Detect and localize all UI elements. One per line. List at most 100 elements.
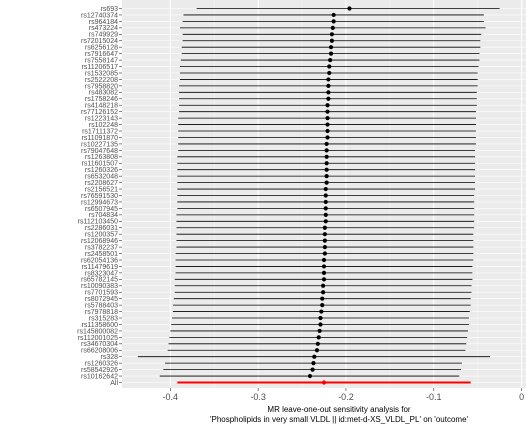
snp-estimate-point [325,103,330,108]
y-tick-label-snp: rs328 [100,354,118,361]
y-tick-label-snp: rs11206517 [82,64,119,71]
snp-estimate-point [324,180,329,185]
y-tick-label-snp: rs4148218 [85,103,118,110]
x-tick-label: 0 [519,392,524,402]
snp-estimate-point [323,193,328,198]
snp-estimate-point [315,341,320,346]
y-tick-label-snp: rs145800082 [77,328,118,335]
snp-estimate-point [310,367,315,372]
y-tick-label-snp: rs7958820 [85,83,118,90]
snp-estimate-point [326,96,331,101]
y-tick-label-snp: rs65782145 [81,277,118,284]
y-tick-label-snp: rs2208627 [85,180,118,187]
snp-estimate-point [324,148,329,153]
y-tick-label-snp: rs79047648 [81,148,118,155]
snp-estimate-point [323,186,328,192]
x-tick-label: -0.3 [250,392,266,402]
y-tick-label-snp: rs693 [100,6,118,13]
y-tick-label-snp: rs112001025 [78,335,118,342]
y-tick-label-snp: rs10227135 [81,141,118,148]
snp-estimate-point [320,296,325,301]
y-tick-label-snp: rs77126152 [81,109,118,116]
y-tick-label-snp: rs483082 [89,90,118,97]
y-tick-label-snp: rs2458501 [85,251,118,258]
y-tick-label-snp: rs315283 [89,315,118,322]
y-tick-label-snp: rs10162642 [81,373,118,380]
snp-estimate-point [322,251,327,256]
snp-estimate-point [328,51,334,56]
snp-estimate-point [326,90,331,95]
y-tick-label-snp: rs11479619 [82,264,119,271]
snp-estimate-point [319,309,324,314]
snp-estimate-point [326,83,331,88]
snp-estimate-point [318,322,323,327]
y-tick-label-snp: rs6507945 [85,206,118,213]
y-tick-label-snp: rs1260326 [85,361,118,368]
snp-estimate-point [324,174,329,179]
y-tick-label-snp: rs6256128 [85,45,118,52]
x-tick-label: -0.4 [163,392,179,402]
snp-estimate-point [326,77,331,82]
y-tick-label-snp: rs10090383 [81,283,118,290]
y-tick-label-snp: rs7978818 [85,309,118,316]
snp-estimate-point [321,283,326,288]
y-tick-label-snp: rs5788403 [85,303,118,310]
y-tick-label-snp: rs1758246 [85,96,118,103]
y-tick-label-snp: rs1263808 [85,154,118,161]
snp-estimate-point [323,206,328,211]
snp-estimate-point [325,135,330,140]
snp-estimate-point [312,354,317,359]
x-axis-label-line-2: 'Phospholipids in very small VLDL || id:… [210,415,469,424]
snp-estimate-point [324,161,329,166]
snp-estimate-point [330,25,335,30]
snp-estimate-point [325,122,330,127]
y-tick-label-snp: rs34670304 [81,341,118,348]
chart-marks [137,6,500,385]
y-tick-label-snp: rs7916647 [85,51,118,58]
y-tick-label-snp: rs7558147 [85,57,118,64]
y-tick-label-snp: rs1200357 [85,232,118,239]
y-tick-label-snp: rs2522208 [85,77,118,84]
snp-estimate-point [321,257,327,263]
snp-estimate-point [331,19,336,24]
snp-estimate-point [323,199,328,205]
y-tick-label-snp: rs58542926 [81,367,118,374]
y-axis-labels: rs693rs12740374rs964184rs473224rs749929r… [77,6,122,387]
y-tick-label-snp: rs1532085 [85,70,118,77]
y-tick-label-snp: rs11091870 [82,135,119,142]
snp-estimate-point [321,264,327,269]
snp-estimate-point [322,238,327,243]
x-tick-label: -0.1 [426,392,442,402]
y-tick-label-snp: rs704834 [89,212,118,219]
overall-estimate-point [321,380,327,385]
snp-estimate-point [321,277,327,282]
snp-estimate-point [311,361,316,366]
snp-estimate-point [323,212,328,217]
snp-estimate-point [328,45,334,50]
y-tick-label-snp: rs76591530 [81,193,118,200]
y-tick-label-snp: rs749929 [89,32,118,39]
snp-estimate-point [320,303,325,308]
snp-estimate-point [325,116,330,121]
snp-estimate-point [323,219,328,224]
snp-estimate-point [327,70,332,76]
y-tick-label-snp: rs72015024 [81,38,118,45]
y-tick-label-snp: rs8323047 [85,270,118,277]
snp-estimate-point [331,12,336,18]
y-tick-label-snp: rs12068946 [81,238,118,245]
y-tick-label-snp: rs1260326 [85,167,118,174]
snp-estimate-point [307,373,313,379]
y-tick-label-snp: rs12994673 [81,199,118,206]
snp-estimate-point [322,232,327,237]
y-tick-label-snp: rs3782237 [85,244,118,251]
y-tick-label-snp: rs7701593 [85,290,118,297]
y-tick-label-snp: rs112103450 [78,219,118,226]
x-tick-label: -0.2 [338,392,354,402]
snp-estimate-point [325,109,330,114]
snp-estimate-point [316,335,321,340]
y-tick-label-snp: rs2156521 [85,186,118,193]
snp-estimate-point [321,290,326,295]
plot-panel [122,0,526,388]
x-axis-label-line-1: MR leave-one-out sensitivity analysis fo… [267,405,411,414]
y-tick-label-snp: rs102248 [89,122,118,129]
